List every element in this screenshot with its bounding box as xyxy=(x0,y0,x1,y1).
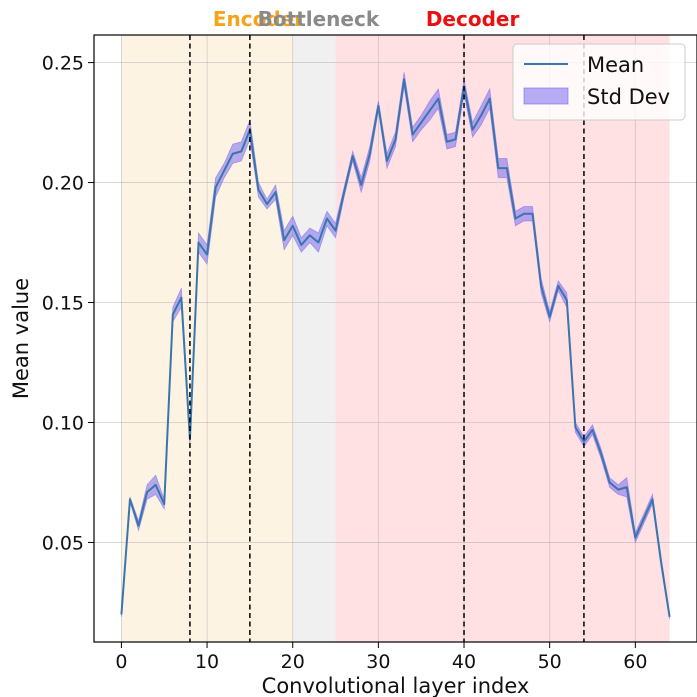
mean-point xyxy=(343,191,345,193)
mean-point xyxy=(626,486,628,488)
axes: 0 10 20 30 40 50 60 0.05 0.10 0.15 0.20 0.25 xyxy=(42,34,697,673)
mean-point xyxy=(540,285,542,287)
x-axis-label: Convolutional layer index xyxy=(262,674,530,697)
legend-mean-label: Mean xyxy=(587,53,644,77)
mean-point xyxy=(360,184,362,186)
mean-point xyxy=(240,150,242,152)
mean-point xyxy=(309,234,311,236)
mean-point xyxy=(129,498,131,500)
mean-point xyxy=(420,122,422,124)
mean-point xyxy=(437,98,439,100)
mean-point xyxy=(283,239,285,241)
mean-point xyxy=(489,98,491,100)
mean-point xyxy=(617,489,619,491)
mean-point xyxy=(480,114,482,116)
mean-point xyxy=(574,426,576,428)
mean-point xyxy=(352,155,354,157)
mean-point xyxy=(189,438,191,440)
mean-point xyxy=(472,129,474,131)
mean-point xyxy=(232,153,234,155)
mean-point xyxy=(275,191,277,193)
mean-point xyxy=(429,110,431,112)
mean-point xyxy=(155,484,157,486)
legend-std-label: Std Dev xyxy=(587,85,670,109)
x-tick-label: 60 xyxy=(623,651,647,673)
mean-point xyxy=(403,78,405,80)
mean-point xyxy=(660,561,662,563)
mean-point xyxy=(497,167,499,169)
mean-point xyxy=(463,86,465,88)
y-tick-label: 0.25 xyxy=(42,53,84,75)
x-tick-label: 40 xyxy=(452,651,476,673)
mean-point xyxy=(206,254,208,256)
legend: Mean Std Dev xyxy=(512,43,686,121)
mean-point xyxy=(377,105,379,107)
mean-point xyxy=(446,141,448,143)
mean-point xyxy=(506,167,508,169)
mean-point xyxy=(523,213,525,215)
mean-point xyxy=(514,218,516,220)
grid-lines xyxy=(94,35,697,642)
mean-point xyxy=(557,285,559,287)
mean-point xyxy=(566,299,568,301)
mean-point xyxy=(292,225,294,227)
mean-point xyxy=(412,134,414,136)
mean-point xyxy=(651,498,653,500)
mean-point xyxy=(180,297,182,299)
mean-point xyxy=(600,453,602,455)
region-band-bottleneck xyxy=(292,35,336,642)
y-tick-label: 0.15 xyxy=(42,293,84,315)
mean-point xyxy=(215,186,217,188)
std-dev-band xyxy=(121,72,670,620)
mean-point xyxy=(249,129,251,131)
mean-point xyxy=(197,242,199,244)
x-tick-label: 30 xyxy=(366,651,390,673)
mean-point xyxy=(369,153,371,155)
mean-point xyxy=(120,613,122,615)
y-axis-label: Mean value xyxy=(9,278,33,399)
mean-point xyxy=(395,138,397,140)
mean-point xyxy=(257,189,259,191)
mean-point xyxy=(172,314,174,316)
y-tick-label: 0.05 xyxy=(42,532,84,554)
x-tick-label: 0 xyxy=(115,651,127,673)
y-tick-label: 0.20 xyxy=(42,173,84,195)
region-bands xyxy=(121,35,670,642)
mean-point xyxy=(335,230,337,232)
mean-point xyxy=(549,316,551,318)
mean-line xyxy=(120,78,671,617)
x-tick-label: 20 xyxy=(281,651,305,673)
mean-point xyxy=(317,242,319,244)
mean-point xyxy=(609,481,611,483)
mean-point xyxy=(634,537,636,539)
region-label-bottleneck: Bottleneck xyxy=(258,7,380,31)
mean-point xyxy=(223,170,225,172)
region-band-decoder xyxy=(335,35,670,642)
x-tick-label: 10 xyxy=(195,651,219,673)
mean-point xyxy=(326,218,328,220)
y-tick-label: 0.10 xyxy=(42,412,84,434)
plot-frame xyxy=(93,34,697,643)
mean-point xyxy=(669,616,671,618)
mean-point xyxy=(266,203,268,205)
mean-point xyxy=(146,491,148,493)
mean-point xyxy=(138,525,140,527)
mean-point xyxy=(643,517,645,519)
mean-point xyxy=(454,138,456,140)
mean-point xyxy=(583,441,585,443)
section-divider-lines xyxy=(189,35,585,642)
mean-point xyxy=(163,503,165,505)
mean-point xyxy=(300,244,302,246)
mean-point xyxy=(592,429,594,431)
mean-point xyxy=(386,160,388,162)
mean-point xyxy=(532,213,534,215)
x-tick-label: 50 xyxy=(538,651,562,673)
legend-std-swatch xyxy=(523,87,569,105)
region-label-encoder: Encoder xyxy=(213,7,304,31)
region-label-decoder: Decoder xyxy=(426,7,520,31)
